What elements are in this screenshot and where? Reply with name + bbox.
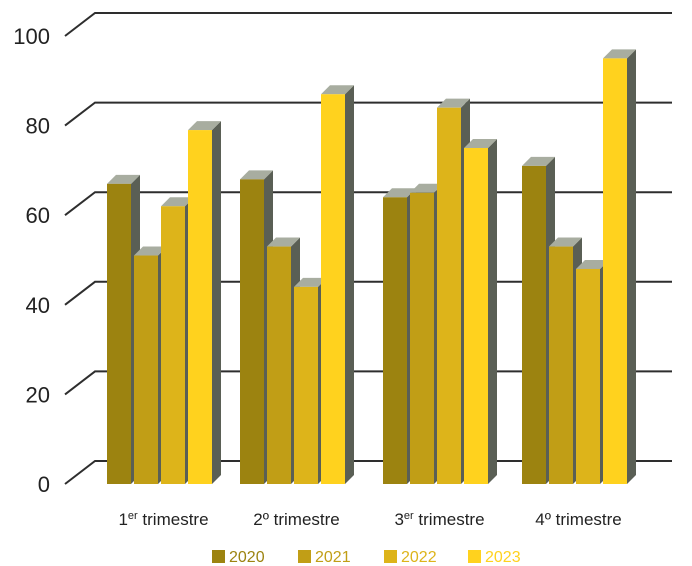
y-axis: 0 20 40 60 80 100 [13,24,50,497]
y-tick-label: 80 [26,114,50,139]
legend: 2020 2021 2022 2023 [212,549,521,566]
gridline [64,191,672,216]
x-tick-label: 2º trimestre [253,510,340,529]
legend-label: 2023 [485,549,521,566]
legend-item: 2020 [212,549,265,566]
legend-item: 2022 [384,549,437,566]
legend-swatch [468,550,481,563]
y-tick-label: 40 [26,293,50,318]
legend-label: 2022 [401,549,437,566]
bar [603,49,636,485]
bar [464,139,497,484]
y-tick-label: 60 [26,203,50,228]
x-tick-label: 1er trimestre [118,510,208,529]
legend-item: 2023 [468,549,521,566]
legend-label: 2021 [315,549,351,566]
legend-swatch [298,550,311,563]
bar [188,121,221,484]
legend-swatch [212,550,225,563]
x-axis: 1er trimestre 2º trimestre 3er trimestre 4º… [118,510,621,529]
bars [107,49,636,485]
x-tick-label: 3er trimestre [394,510,484,529]
x-tick-label: 4º trimestre [535,510,622,529]
y-tick-label: 20 [26,382,50,407]
legend-item: 2021 [298,549,351,566]
legend-label: 2020 [229,549,265,566]
bar [321,85,354,485]
bar [267,237,300,484]
y-tick-label: 0 [38,472,50,497]
y-tick-label: 100 [13,24,50,49]
gridline [64,12,672,37]
gridline [64,101,672,127]
legend-swatch [384,550,397,563]
